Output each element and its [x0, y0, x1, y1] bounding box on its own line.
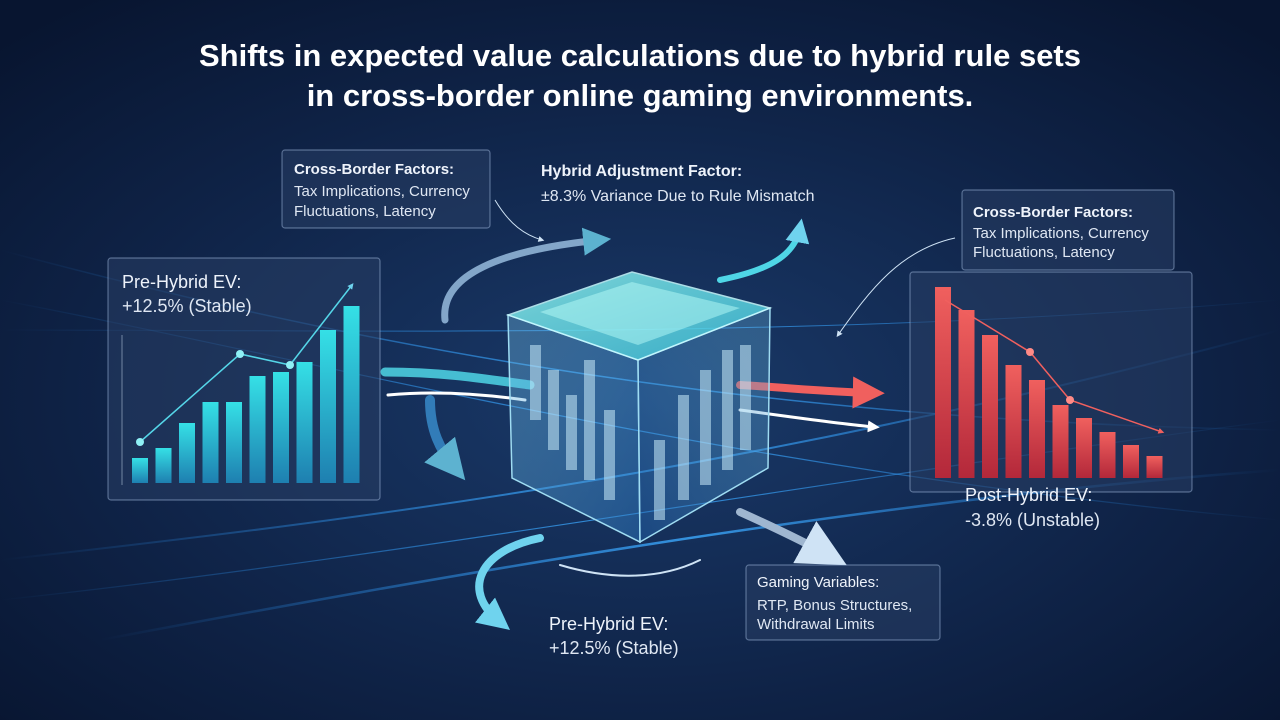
decor-bar — [1052, 405, 1069, 478]
callout-heading: Cross-Border Factors: — [973, 204, 1133, 221]
title-line: in cross-border online gaming environmen… — [307, 78, 974, 113]
decor-bar — [1076, 418, 1092, 478]
decor-bar — [202, 402, 219, 483]
decor-bar — [1029, 380, 1045, 478]
decor-bar — [566, 395, 577, 470]
callout-box — [281, 149, 491, 229]
decor-bar — [343, 306, 360, 483]
decor-bar — [1123, 445, 1139, 478]
trend-point — [236, 350, 244, 358]
trend-points — [1026, 348, 1074, 404]
callout-line: +12.5% (Stable) — [549, 638, 679, 658]
flow-arrow — [441, 227, 612, 324]
callout-heading: Gaming Variables: — [757, 574, 879, 591]
decor-bar — [132, 458, 148, 483]
decor-bar — [273, 372, 289, 483]
decor-bar — [320, 330, 336, 483]
callout-line: Fluctuations, Latency — [973, 244, 1115, 261]
callout-line: RTP, Bonus Structures, — [757, 597, 912, 614]
trend-point — [286, 361, 294, 369]
decor-bar — [296, 362, 313, 483]
pre-hybrid-panel — [107, 257, 381, 501]
decor-bar — [958, 310, 975, 478]
decor-bar — [548, 370, 559, 450]
decor-bar — [740, 345, 751, 450]
decor-bar — [982, 335, 998, 478]
trend-line — [139, 283, 354, 443]
flow-arrow — [424, 395, 466, 481]
decor-bar — [155, 448, 172, 483]
pointer — [836, 237, 956, 337]
callout-heading: Pre-Hybrid EV: — [549, 614, 668, 634]
trend-line — [944, 299, 1165, 434]
callout-line: Fluctuations, Latency — [294, 203, 436, 220]
decor-bar — [700, 370, 711, 485]
decor-bar — [604, 410, 615, 500]
pointer — [494, 199, 545, 242]
flow-arrow — [559, 559, 701, 577]
trend-point — [1026, 348, 1034, 356]
decor-bar — [530, 345, 541, 420]
post-hybrid-panel — [909, 271, 1193, 493]
callout-heading: Hybrid Adjustment Factor: — [541, 163, 742, 180]
decor-bar — [722, 350, 733, 470]
cube-glow — [540, 282, 740, 345]
callout-heading: Cross-Border Factors: — [294, 161, 454, 178]
flow-arrow — [717, 218, 810, 283]
title-line: Shifts in expected value calculations du… — [199, 38, 1081, 73]
trend-point — [1066, 396, 1074, 404]
panel-value: +12.5% (Stable) — [122, 296, 252, 316]
flow-arrow — [475, 534, 544, 631]
decor-bar — [935, 287, 951, 478]
callout-line: Withdrawal Limits — [757, 616, 875, 633]
decor-bar — [1146, 456, 1163, 478]
callout-line: ±8.3% Variance Due to Rule Mismatch — [541, 188, 815, 205]
callout-box — [961, 189, 1175, 271]
panel-heading: Post-Hybrid EV: — [965, 485, 1092, 505]
bar-group — [935, 287, 1163, 478]
cube-bars — [530, 345, 751, 520]
decor-bar — [1005, 365, 1022, 478]
decor-bar — [1099, 432, 1116, 478]
panel-heading: Pre-Hybrid EV: — [122, 272, 241, 292]
decor-bar — [179, 423, 195, 483]
decor-bar — [678, 395, 689, 500]
trend-points — [136, 350, 294, 446]
bar-group — [132, 306, 360, 483]
flow-arrow — [736, 508, 847, 566]
decor-bar — [654, 440, 665, 520]
decor-bar — [584, 360, 595, 480]
callout-box — [745, 564, 941, 641]
hybrid-cube — [505, 271, 773, 544]
callout-line: Tax Implications, Currency — [294, 183, 470, 200]
callout-line: Tax Implications, Currency — [973, 225, 1149, 242]
trend-point — [136, 438, 144, 446]
decor-bar — [249, 376, 266, 483]
decor-bar — [226, 402, 242, 483]
panel-value: -3.8% (Unstable) — [965, 510, 1100, 530]
